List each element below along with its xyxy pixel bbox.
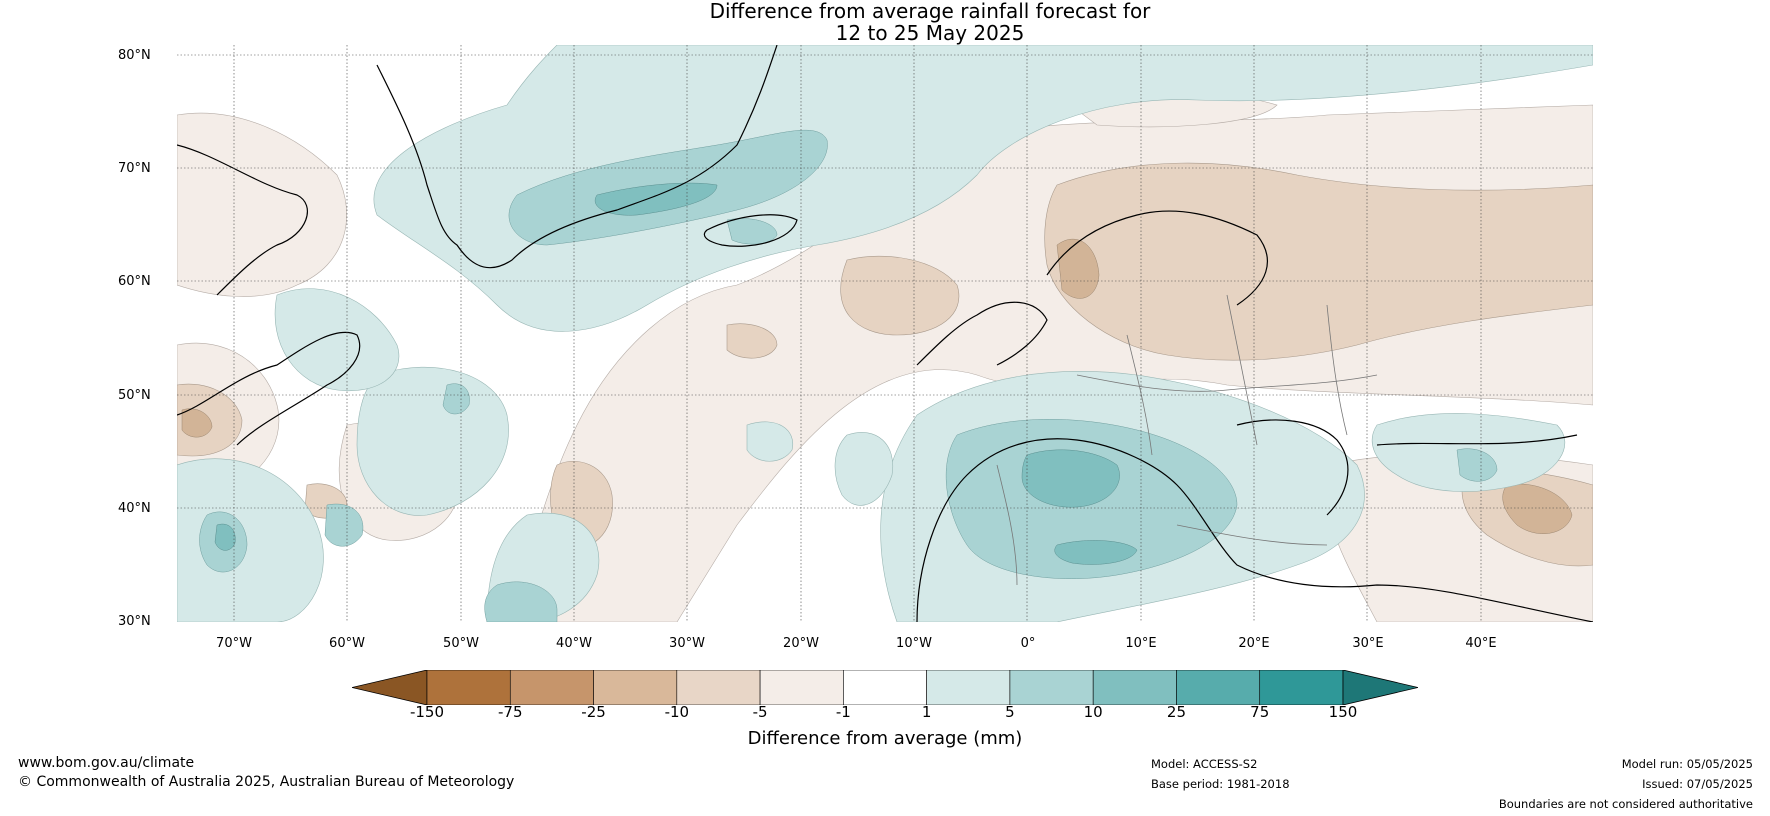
rainfall-map (177, 45, 1593, 622)
lon-label: 0° (1020, 636, 1036, 651)
issued-text: Issued: 07/05/2025 (1642, 777, 1753, 791)
lat-label: 30°N (118, 614, 151, 629)
colorbar-tick-label: -1 (835, 703, 851, 721)
lon-label: 50°W (443, 636, 479, 651)
colorbar-tick-label: 1 (921, 703, 932, 721)
colorbar (352, 670, 1418, 705)
colorbar-segment (1009, 670, 1094, 705)
colorbar-tick-label: 75 (1250, 703, 1270, 721)
colorbar-tick-label: -150 (409, 703, 445, 721)
anomaly-dark-dry (181, 239, 1573, 534)
colorbar-tick-label: -5 (752, 703, 768, 721)
colorbar-segment (593, 670, 678, 705)
coastlines (177, 45, 1593, 622)
colorbar-tick-label: -25 (581, 703, 606, 721)
colorbar-segment (509, 670, 594, 705)
lon-label: 70°W (216, 636, 252, 651)
base-period-text: Base period: 1981-2018 (1151, 777, 1290, 791)
colorbar-tick-label: 5 (1005, 703, 1015, 721)
model-run-text: Model run: 05/05/2025 (1621, 757, 1753, 771)
lon-label: 20°E (1238, 636, 1270, 651)
lat-label: 50°N (118, 388, 151, 403)
colorbar-segment (1259, 670, 1344, 705)
colorbar-segment (676, 670, 761, 705)
lat-label: 70°N (118, 161, 151, 176)
colorbar-tick-label: 25 (1166, 703, 1186, 721)
copyright-text: © Commonwealth of Australia 2025, Austra… (18, 774, 515, 790)
colorbar-segment (759, 670, 844, 705)
country-borders (996, 294, 1378, 586)
title-line-2-text: 12 to 25 May 2025 (835, 21, 1025, 45)
lat-label: 40°N (118, 501, 151, 516)
website-text: www.bom.gov.au/climate (18, 755, 195, 771)
colorbar-segment (1176, 670, 1261, 705)
lon-label: 40°W (556, 636, 592, 651)
colorbar-tick-label: 10 (1083, 703, 1103, 721)
colorbar-tick-label: 150 (1328, 703, 1358, 721)
colorbar-segment (426, 670, 511, 705)
lat-label: 80°N (118, 48, 151, 63)
title-line-1-text: Difference from average rainfall forecas… (709, 0, 1151, 23)
colorbar-segment (1092, 670, 1177, 705)
colorbar-extend-high (1342, 670, 1418, 705)
colorbar-segment (843, 670, 927, 705)
colorbar-tick-label: -10 (664, 703, 690, 721)
disclaimer-text: Boundaries are not considered authoritat… (1498, 797, 1753, 811)
colorbar-segment (926, 670, 1011, 705)
graticule (177, 45, 1593, 622)
lon-label: 60°W (329, 636, 365, 651)
colorbar-extend-low (352, 670, 428, 705)
colorbar-tick-label: -75 (498, 703, 523, 721)
lon-label: 10°W (896, 636, 932, 651)
model-text: Model: ACCESS-S2 (1151, 757, 1258, 771)
lon-label: 20°W (783, 636, 819, 651)
lon-label: 40°E (1465, 636, 1497, 651)
lat-label: 60°N (118, 274, 151, 289)
lon-label: 10°E (1125, 636, 1157, 651)
lon-label: 30°E (1352, 636, 1384, 651)
colorbar-label: Difference from average (mm) (747, 728, 1023, 749)
lon-label: 30°W (669, 636, 705, 651)
